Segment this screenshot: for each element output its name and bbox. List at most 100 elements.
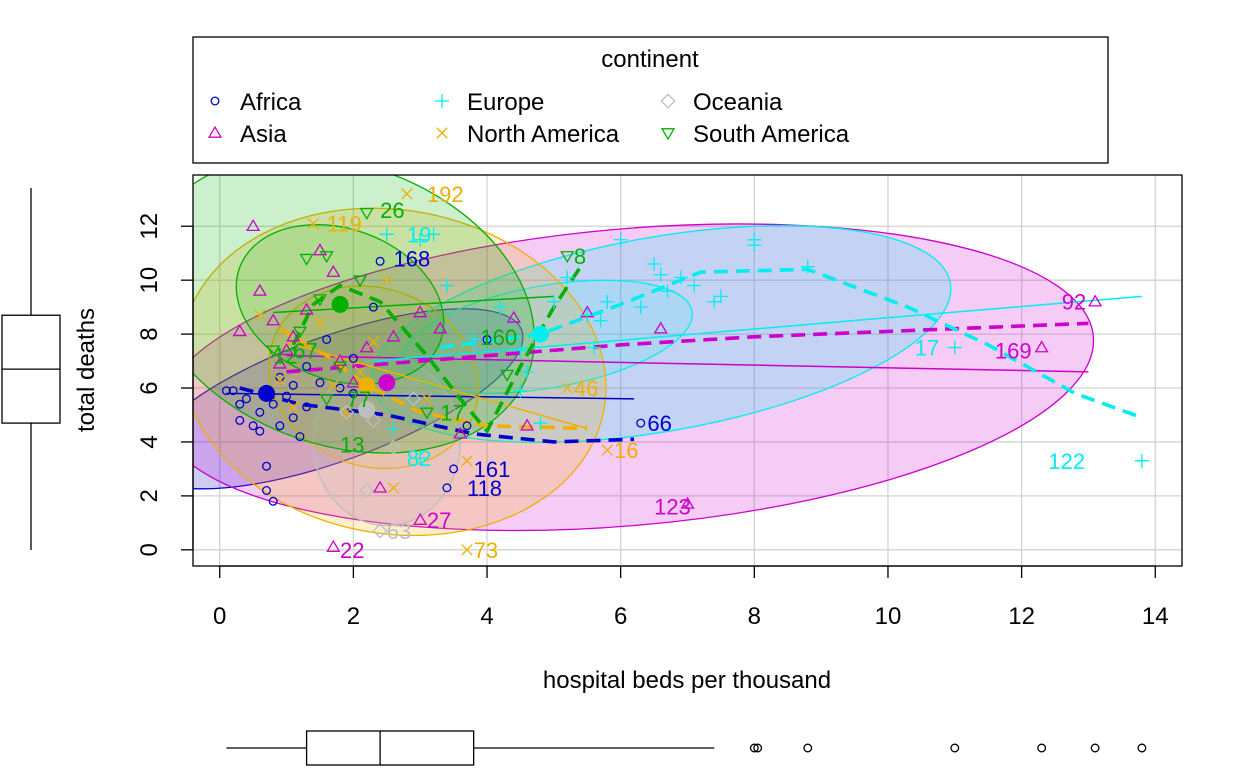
point [586,340,601,355]
y-tick-label: 8 [136,327,163,340]
x-tick-label: 6 [614,603,627,630]
point [520,418,535,431]
legend-symbol [435,94,449,108]
point [636,418,646,428]
point [385,439,402,455]
point [513,383,528,398]
confidence-ellipses [193,175,1095,537]
point [232,324,247,337]
centroid-asia [378,374,396,392]
point-label: 82 [407,446,431,471]
outlier [753,743,763,753]
point [381,274,393,286]
outlier [1137,743,1147,753]
point [359,207,374,220]
point [235,399,245,409]
legend-symbol [436,127,448,139]
point [332,353,348,366]
point-label: 67 [293,338,317,363]
point [442,483,452,493]
point [493,300,508,315]
point-label: 27 [427,508,451,533]
point [315,378,325,388]
point [228,386,238,396]
point [275,372,285,382]
point [653,321,668,334]
point [633,300,648,315]
point [647,256,662,271]
point [413,305,428,318]
point [461,544,473,556]
group-centroids [258,295,549,419]
point [288,380,298,390]
point-label: 168 [393,247,430,272]
point [375,256,385,266]
point-label: 19 [407,222,431,247]
point [482,334,492,344]
point [687,278,702,293]
point-label: 73 [474,538,498,563]
point-label: 192 [427,182,464,207]
x-tick-label: 12 [1008,603,1035,630]
point [1088,294,1103,307]
point [372,523,388,539]
legend-label: North America [467,121,620,148]
legend-symbol [207,125,223,138]
point [680,496,695,509]
point [546,294,561,309]
linear-fit-asia [286,354,1089,373]
point-label: 122 [1048,449,1085,474]
outlier [1090,743,1100,753]
y-tick-label: 4 [136,435,163,448]
point [449,464,459,474]
point [252,283,267,296]
point [513,343,528,358]
point [319,393,334,407]
point [613,232,628,247]
point [255,407,265,417]
point [419,407,434,420]
point [288,413,298,423]
point-label: 63 [387,519,411,544]
point [312,294,328,307]
point-label: 17 [440,400,464,425]
point [322,334,332,344]
legend-title: continent [601,46,699,73]
x-tick-label: 10 [875,603,902,630]
legend-symbol [660,128,676,141]
centroid-south-america [331,295,349,313]
point [312,243,328,256]
point-labels: 1181616616822271231699219821712211919273… [273,182,1086,563]
point [314,317,326,330]
point [246,219,261,232]
point-label: 13 [340,433,364,458]
point [326,264,341,277]
legend-label: Africa [240,89,302,116]
point [241,394,251,404]
point [433,321,448,334]
point-label: 92 [1062,290,1086,315]
point-label: 119 [327,212,362,237]
point [295,432,305,442]
point [561,382,573,394]
legend-box [192,36,1109,164]
point [332,361,348,374]
y-tick-label: 10 [136,267,163,294]
point [387,482,400,494]
point [386,329,401,342]
point-label: 26 [380,198,404,223]
outlier [1037,743,1047,753]
outlier [749,743,759,753]
point [386,421,401,436]
outlier [803,743,813,753]
point [354,366,366,378]
point [299,253,314,266]
point [272,356,287,369]
point [221,386,231,396]
point [268,496,278,506]
point [520,364,535,379]
point [327,379,340,392]
point [319,251,334,264]
smooth-fit-north-america [278,327,588,431]
point [707,294,722,309]
